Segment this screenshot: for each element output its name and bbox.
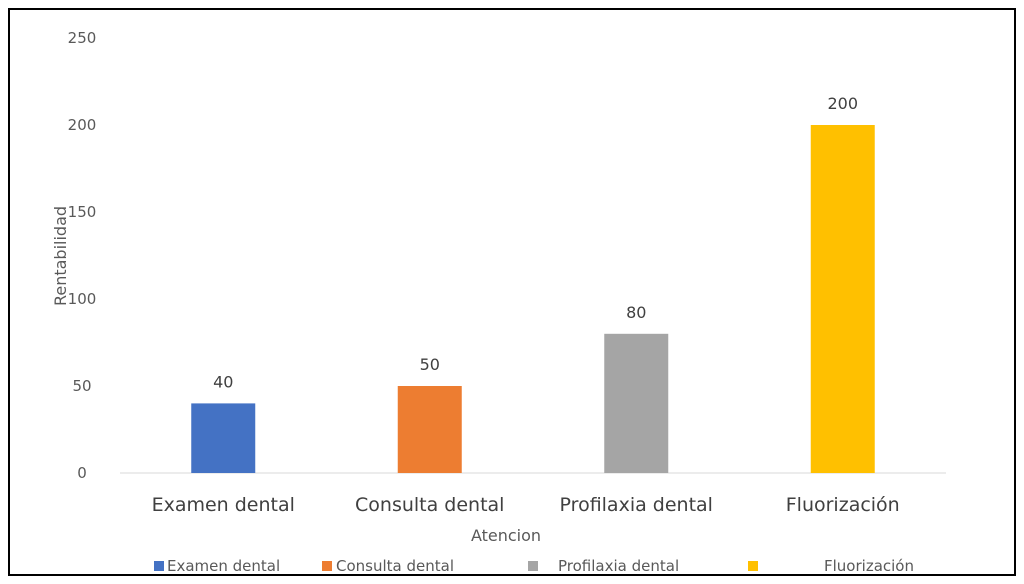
bar [191, 403, 256, 473]
category-labels: Examen dental Consulta dental Profilaxia d… [152, 494, 900, 516]
data-label: 50 [420, 355, 440, 374]
x-tick-label: Examen dental [152, 494, 295, 516]
x-axis-title: Atencion [471, 526, 541, 545]
y-axis-title: Rentabilidad [51, 206, 70, 306]
x-tick-label: Profilaxia dental [560, 494, 713, 516]
legend-swatch [322, 561, 332, 571]
x-tick-label: Consulta dental [355, 494, 504, 516]
x-tick-label: Fluorización [786, 494, 900, 516]
legend-label: Profilaxia dental [558, 557, 679, 575]
data-labels: 40 50 80 200 [213, 94, 858, 391]
data-label: 80 [626, 303, 646, 322]
bar [604, 333, 669, 473]
y-tick-label: 200 [68, 116, 97, 134]
y-tick-label: 50 [72, 377, 91, 395]
legend: Examen dental Consulta dental Profilaxia d… [154, 557, 914, 575]
y-axis-ticks: 0 50 100 150 200 250 [68, 29, 97, 482]
legend-swatch [528, 561, 538, 571]
y-tick-label: 100 [68, 290, 97, 308]
legend-label: Consulta dental [336, 557, 454, 575]
data-label: 200 [827, 94, 858, 113]
legend-swatch [748, 561, 758, 571]
y-tick-label: 250 [68, 29, 97, 47]
data-label: 40 [213, 372, 233, 391]
legend-label: Examen dental [167, 557, 280, 575]
y-tick-label: 0 [77, 464, 87, 482]
legend-swatch [154, 561, 164, 571]
bar [397, 386, 462, 473]
bar [810, 125, 875, 473]
bars [191, 125, 875, 473]
legend-label: Fluorización [824, 557, 914, 575]
y-tick-label: 150 [68, 203, 97, 221]
